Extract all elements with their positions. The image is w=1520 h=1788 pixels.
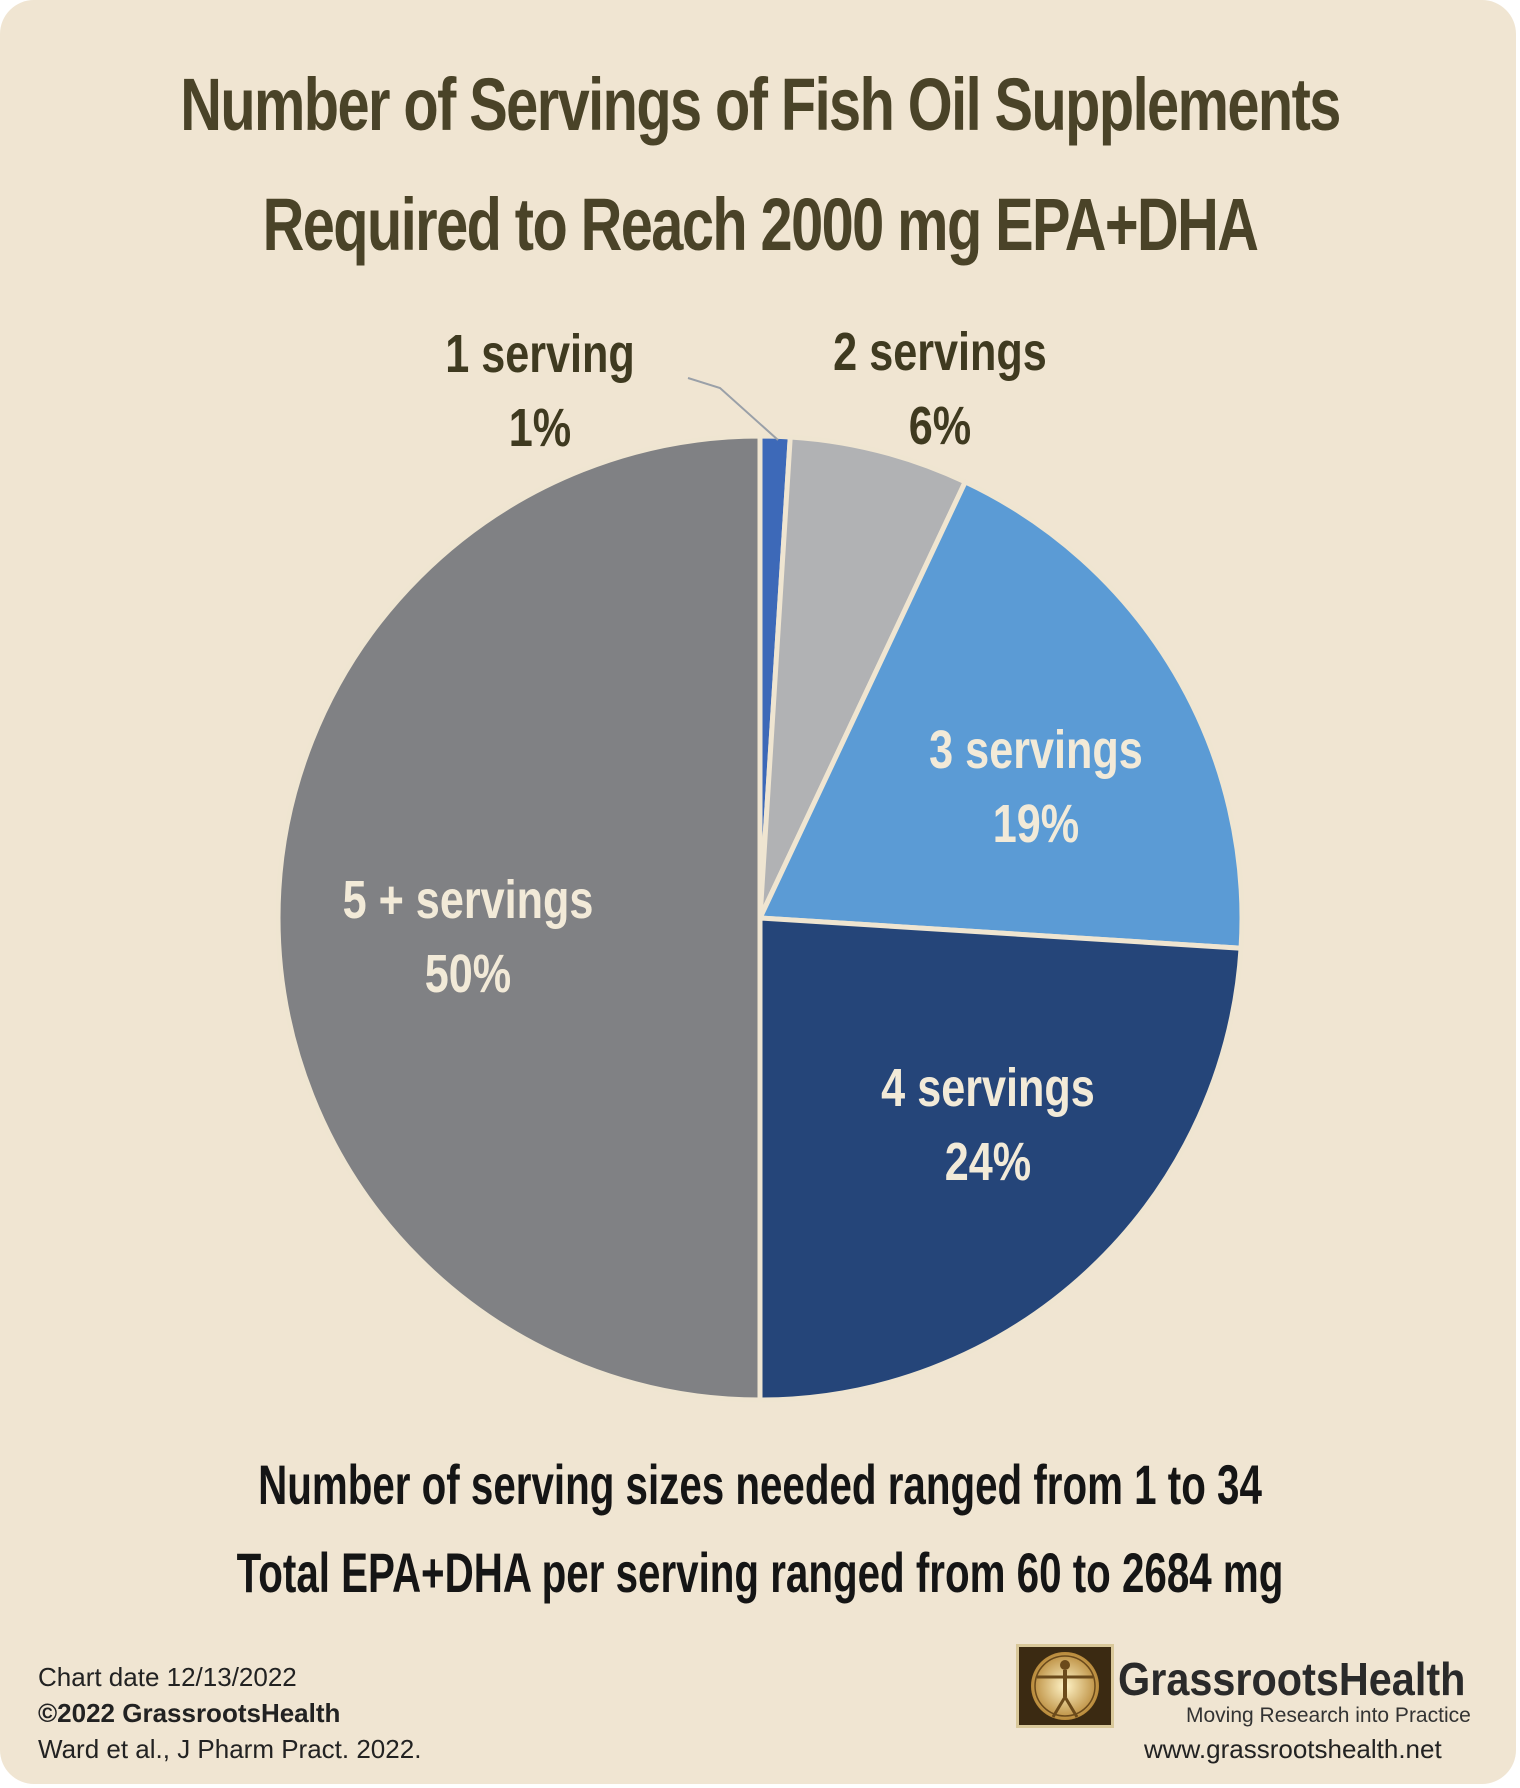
slice-label-1: 1 serving <box>445 325 635 385</box>
chart-title-line-2: Required to Reach 2000 mg EPA+DHA <box>262 183 1259 266</box>
pie-slices <box>275 433 1245 1403</box>
leader-line-1-serving <box>687 377 779 441</box>
chart-date: Chart date 12/13/2022 <box>38 1662 297 1692</box>
slice-percent-5: 50% <box>425 945 511 1005</box>
pie-labels: 1 serving 1% 2 servings 6% 3 servings 19% 4 se… <box>343 323 1143 1193</box>
brand-name: GrassrootsHealth <box>1118 1653 1466 1705</box>
brand-tagline: Moving Research into Practice <box>1186 1704 1471 1727</box>
slice-label-3: 3 servings <box>929 721 1143 781</box>
pie-slice-3 <box>756 478 1245 951</box>
slice-percent-4: 24% <box>945 1133 1031 1193</box>
pie-slice-4 <box>757 915 1244 1403</box>
slice-label-4: 4 servings <box>881 1059 1095 1119</box>
slice-label-5: 5 + servings <box>343 871 594 931</box>
vitruvian-man-icon <box>1016 1644 1114 1728</box>
pie-slice-2 <box>757 434 969 920</box>
pie-slice-5 <box>275 433 763 1403</box>
slice-percent-3: 19% <box>993 795 1079 855</box>
epa-dha-range-note: Total EPA+DHA per serving ranged from 60… <box>236 1541 1284 1604</box>
citation: Ward et al., J Pharm Pract. 2022. <box>38 1734 422 1764</box>
slice-label-2: 2 servings <box>833 323 1047 383</box>
servings-range-note: Number of serving sizes needed ranged fr… <box>258 1453 1262 1516</box>
chart-title-line-1: Number of Servings of Fish Oil Supplemen… <box>180 63 1341 146</box>
slice-percent-1: 1% <box>509 399 571 459</box>
copyright: ©2022 GrassrootsHealth <box>38 1698 341 1728</box>
slice-percent-2: 6% <box>909 397 971 457</box>
website-link[interactable]: www.grassrootshealth.net <box>1144 1734 1442 1764</box>
